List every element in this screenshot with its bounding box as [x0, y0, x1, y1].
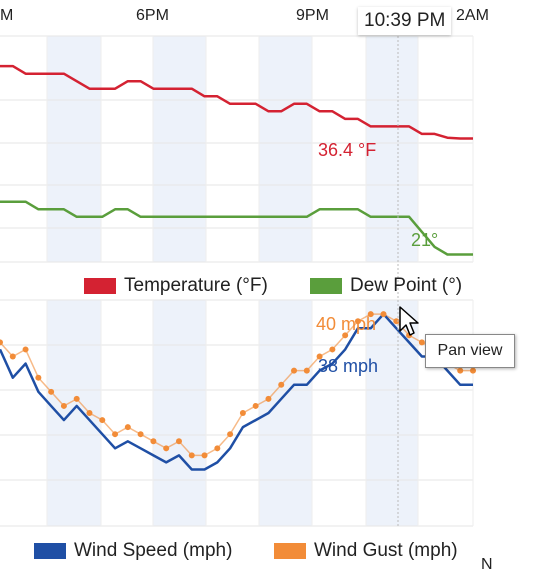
- legend-temperature[interactable]: Temperature (°F): [84, 275, 268, 297]
- wind-speed-line: [0, 312, 473, 471]
- time-band: [153, 300, 206, 526]
- wind-gust-point: [329, 346, 336, 353]
- wind-gust-point: [227, 431, 234, 438]
- pan-view-tooltip: Pan view: [425, 334, 515, 368]
- wind-gust-point: [163, 445, 170, 452]
- wind-gust-point: [35, 374, 42, 381]
- time-band: [259, 36, 312, 262]
- legend-wind-speed[interactable]: Wind Speed (mph): [34, 540, 232, 562]
- time-band: [47, 300, 101, 526]
- wind-gust-point: [9, 353, 16, 360]
- wind-gust-point: [188, 452, 195, 459]
- wind-gust-point: [239, 410, 246, 416]
- wind-gust-point: [60, 402, 67, 409]
- cursor-time-label: 10:39 PM: [358, 7, 452, 35]
- x-tick-label: 6PM: [136, 7, 169, 24]
- legend-label: Dew Point (°): [350, 275, 463, 296]
- wind-gust-point: [418, 339, 425, 346]
- wind-gust-point: [86, 410, 93, 416]
- wind-gust-point: [112, 431, 119, 438]
- wind-gust-point: [278, 381, 285, 388]
- wind-gust-point: [291, 367, 298, 374]
- dew-point-line: [0, 200, 473, 256]
- wind-gust-point: [470, 367, 476, 374]
- wind-gust-point: [265, 395, 272, 402]
- wind-gust-point: [175, 438, 182, 445]
- x-tick-label: M: [0, 7, 14, 24]
- dew-point-value-label: 21°: [411, 230, 439, 250]
- wind-gust-point: [342, 332, 349, 339]
- temperature-value-label: 36.4 °F: [318, 140, 377, 160]
- wind-gust-point: [0, 339, 3, 346]
- temperature-line: [0, 64, 473, 140]
- legend-swatch: [310, 278, 342, 294]
- wind-gust-point: [303, 367, 310, 374]
- legend-wind-gust[interactable]: Wind Gust (mph): [274, 540, 458, 562]
- time-band: [153, 36, 206, 262]
- legend-label: Wind Gust (mph): [314, 540, 458, 561]
- wind-gust-point: [201, 452, 208, 459]
- wind-gust-point: [367, 311, 374, 318]
- legend-label: Temperature (°F): [124, 275, 268, 296]
- x-tick-label: 9PM: [296, 7, 329, 24]
- wind-gust-point: [252, 402, 259, 409]
- wind-gust-point: [124, 424, 131, 431]
- time-band: [366, 36, 418, 262]
- wind-gust-point: [457, 367, 464, 374]
- wind-gust-value-label: 40 mph: [316, 314, 377, 334]
- wind-gust-point: [22, 346, 29, 353]
- legend-dew-point[interactable]: Dew Point (°): [310, 275, 462, 297]
- legend-label: Wind Speed (mph): [74, 540, 233, 561]
- wind-gust-point: [48, 388, 55, 395]
- wind-gust-point: [73, 395, 80, 402]
- wind-gust-point: [99, 417, 106, 424]
- wind-speed-value-label: 38 mph: [318, 356, 379, 376]
- legend-swatch: [274, 543, 306, 559]
- legend-swatch: [34, 543, 66, 559]
- x-tick-label: 2AM: [456, 7, 489, 24]
- wind-gust-point: [393, 318, 400, 325]
- wind-gust-point: [380, 311, 387, 318]
- wind-gust-point: [214, 445, 221, 452]
- arrow-cursor-icon: [399, 306, 419, 336]
- wind-gust-point: [150, 438, 157, 445]
- axis-extra-label: N: [481, 556, 493, 573]
- legend-swatch: [84, 278, 116, 294]
- wind-gust-point: [316, 353, 323, 360]
- wind-gust-point: [354, 318, 361, 325]
- wind-gust-point: [137, 431, 144, 438]
